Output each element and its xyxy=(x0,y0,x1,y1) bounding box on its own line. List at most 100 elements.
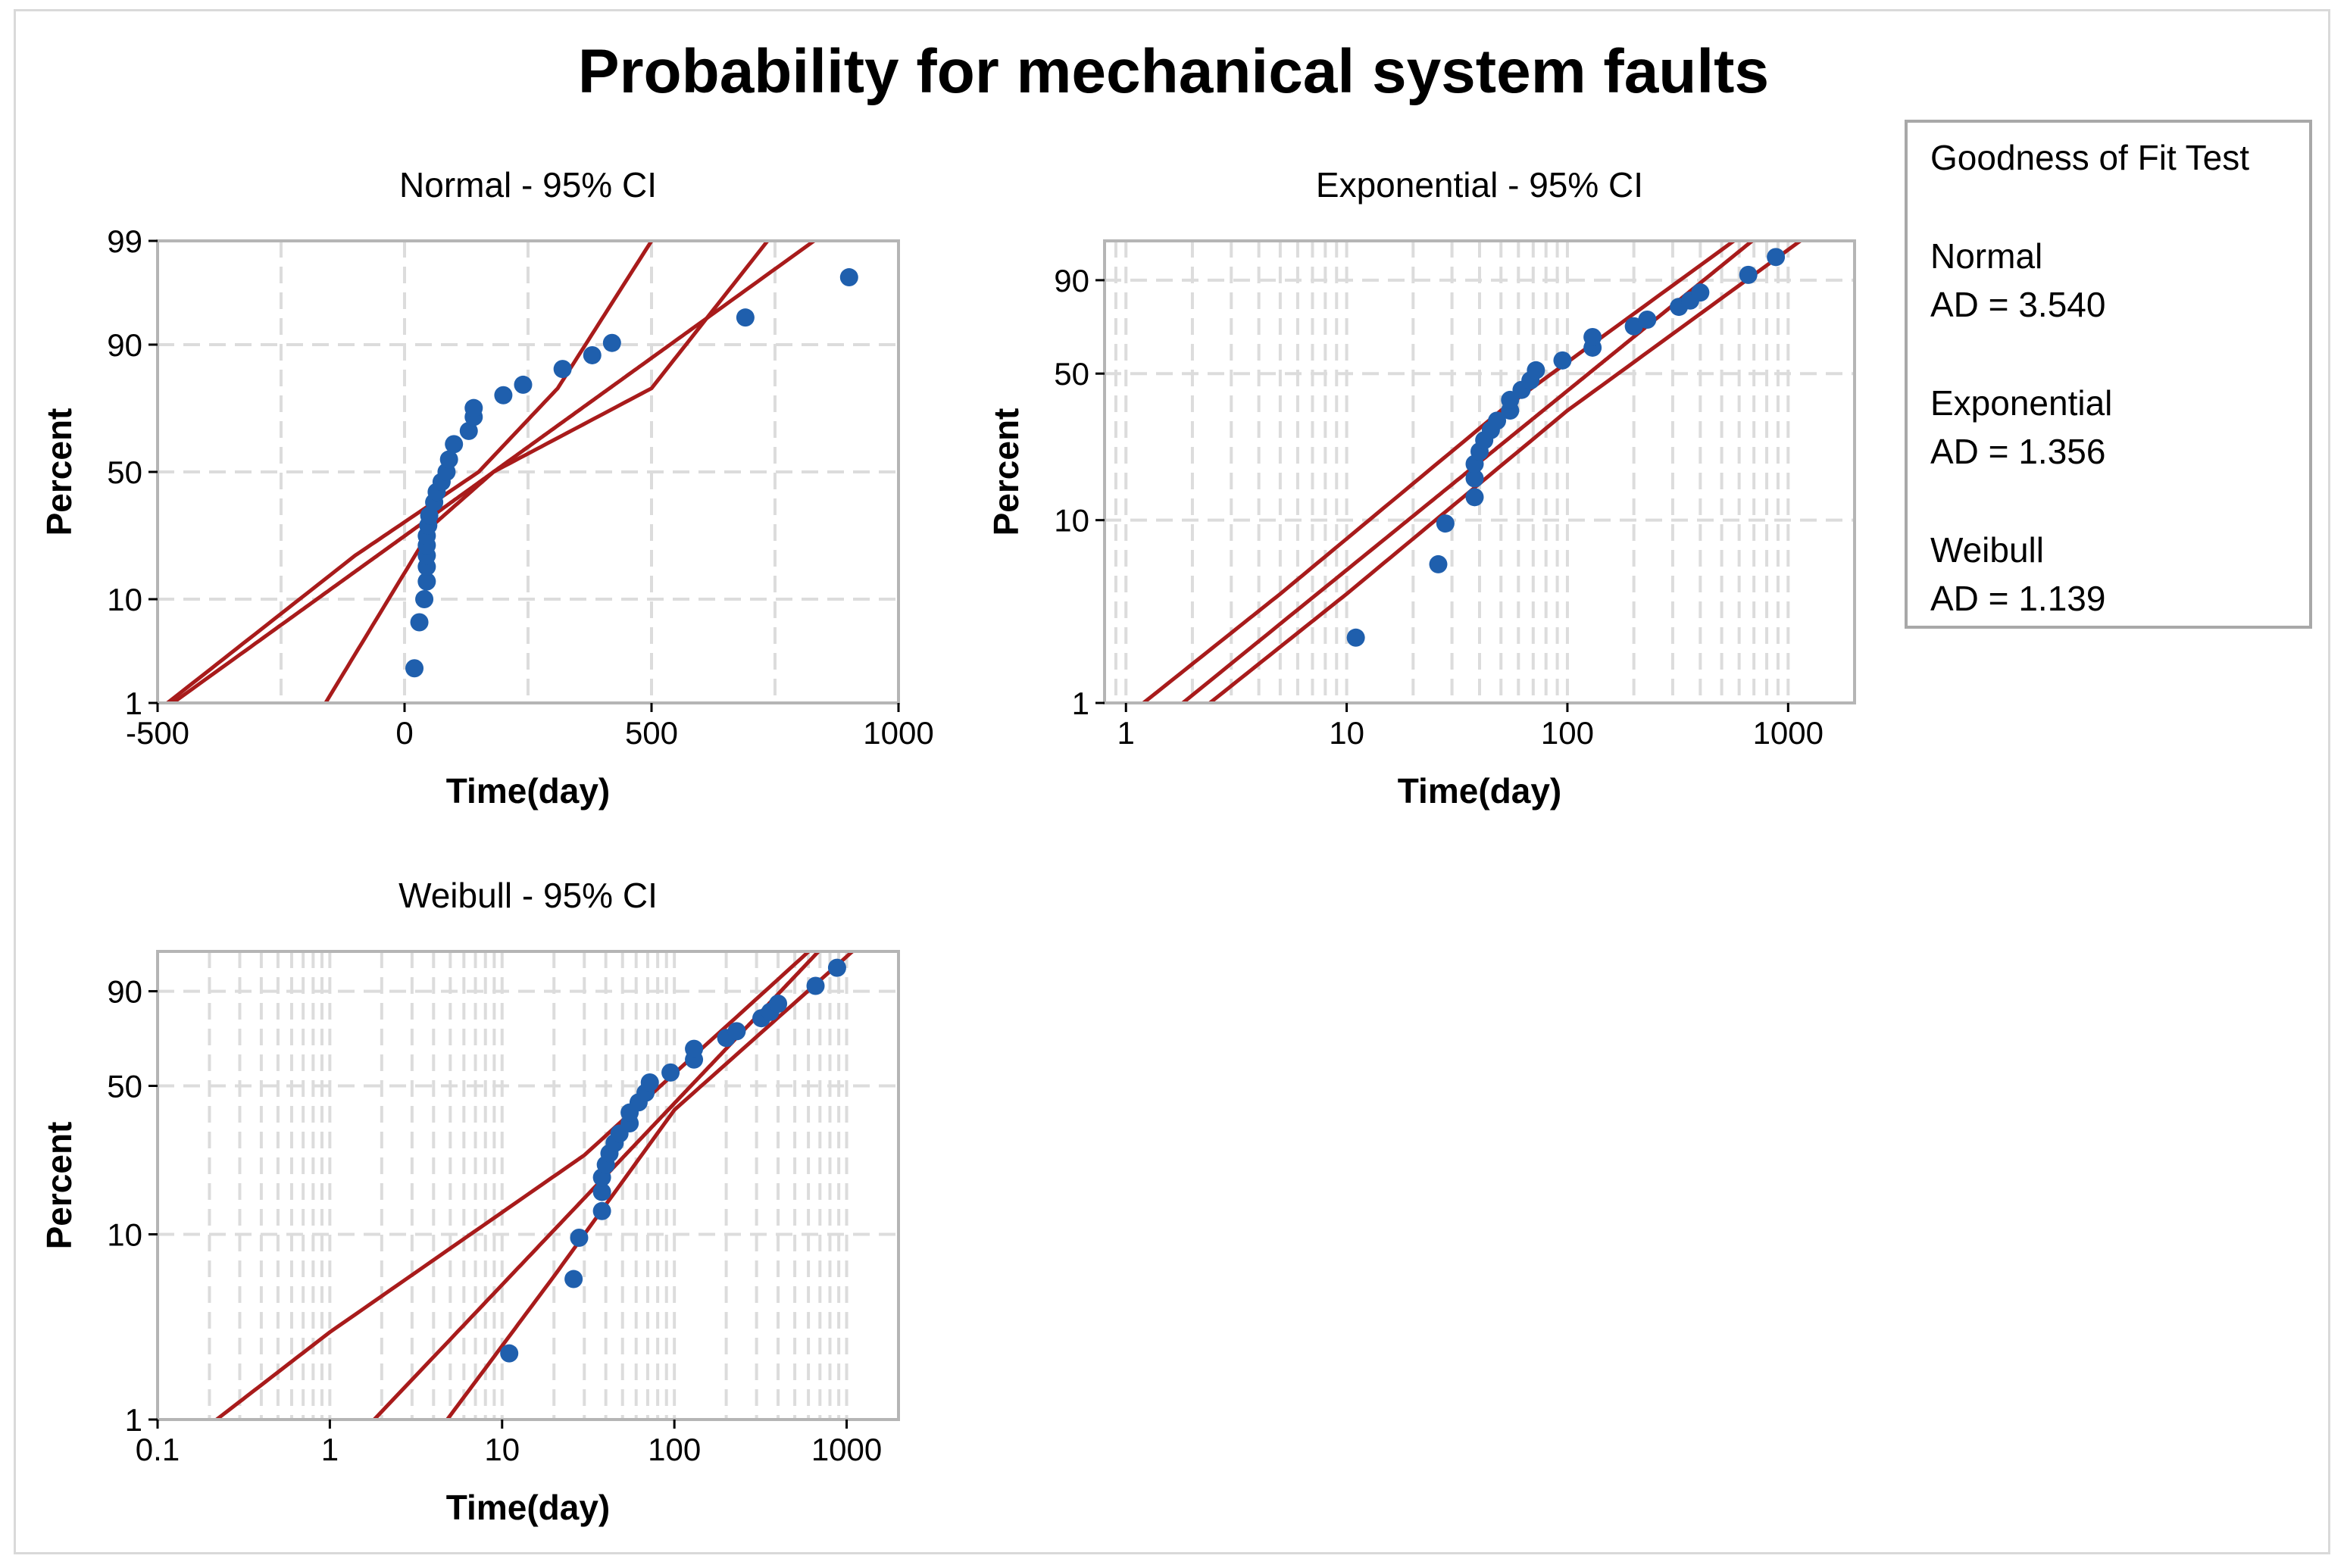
data-point xyxy=(464,398,483,417)
data-point xyxy=(1767,248,1786,267)
x-tick-label: 1 xyxy=(1117,715,1135,751)
data-point xyxy=(570,1228,589,1247)
data-point xyxy=(736,308,755,327)
data-point xyxy=(827,958,846,977)
legend-exponential-name: Exponential xyxy=(1930,383,2113,423)
data-point xyxy=(1691,283,1710,302)
data-point xyxy=(445,435,464,454)
data-point xyxy=(405,659,424,678)
data-point xyxy=(583,345,602,364)
data-point xyxy=(514,375,533,394)
x-axis-label: Time(day) xyxy=(446,771,610,811)
subplot-title: Weibull - 95% CI xyxy=(398,876,658,915)
ci-lower-line xyxy=(1208,241,1804,703)
y-axis-label: Percent xyxy=(39,408,79,536)
y-axis-label: Percent xyxy=(986,408,1026,536)
data-point xyxy=(806,976,825,995)
x-axis-label: Time(day) xyxy=(446,1488,610,1527)
y-tick-label: 90 xyxy=(107,974,142,1010)
y-tick-label: 50 xyxy=(1054,356,1089,392)
x-tick-label: 10 xyxy=(1329,715,1364,751)
y-tick-label: 50 xyxy=(107,454,142,490)
legend-weibull-name: Weibull xyxy=(1930,530,2044,570)
plot-inner xyxy=(1142,241,1804,703)
plot-frame xyxy=(156,950,900,1421)
legend-weibull-stat: AD = 1.139 xyxy=(1930,579,2106,618)
y-tick-label: 1 xyxy=(125,1402,142,1438)
data-point xyxy=(415,590,434,609)
x-tick-label: 1000 xyxy=(1753,715,1824,751)
y-tick-label: 50 xyxy=(107,1068,142,1104)
data-point xyxy=(727,1022,746,1041)
data-point xyxy=(1624,317,1643,336)
data-point xyxy=(1638,311,1657,330)
data-point xyxy=(661,1063,680,1082)
data-point xyxy=(1465,469,1484,488)
data-point xyxy=(500,1344,519,1363)
data-point xyxy=(592,1201,611,1220)
data-point xyxy=(494,386,513,404)
data-point xyxy=(592,1182,611,1201)
x-tick-label: 1000 xyxy=(811,1432,882,1467)
subplot-title: Normal - 95% CI xyxy=(399,165,657,205)
ci-upper-line xyxy=(1142,241,1737,703)
data-point xyxy=(1488,411,1507,430)
ci-lower-line xyxy=(323,241,770,703)
plot-inner xyxy=(166,241,817,703)
fit-line xyxy=(169,241,817,703)
legend-title: Goodness of Fit Test xyxy=(1930,138,2250,177)
y-tick-label: 10 xyxy=(107,582,142,617)
ci-upper-line xyxy=(215,951,812,1420)
y-tick-label: 10 xyxy=(1054,503,1089,539)
data-point xyxy=(553,360,572,379)
legend-normal-name: Normal xyxy=(1930,236,2043,276)
data-point xyxy=(1527,361,1545,380)
data-point xyxy=(417,572,436,591)
data-point xyxy=(640,1073,659,1092)
goodness-of-fit-legend: Goodness of Fit Test Normal AD = 3.540 E… xyxy=(1905,120,2312,629)
x-axis-label: Time(day) xyxy=(1398,771,1561,811)
data-point xyxy=(564,1270,583,1288)
data-point xyxy=(439,450,458,469)
data-point xyxy=(1583,327,1602,346)
data-point xyxy=(602,333,621,352)
page-title: Probability for mechanical system faults xyxy=(577,37,1770,106)
plot-frame xyxy=(1103,239,1856,704)
data-point xyxy=(1429,554,1448,573)
x-tick-label: 0.1 xyxy=(136,1432,180,1467)
x-tick-label: 1000 xyxy=(863,715,933,751)
data-point xyxy=(1346,628,1365,647)
x-tick-label: 0 xyxy=(395,715,413,751)
ci-upper-line xyxy=(166,241,654,703)
y-tick-label: 1 xyxy=(1072,686,1089,721)
y-tick-label: 1 xyxy=(125,686,142,721)
data-point xyxy=(410,613,429,632)
data-point xyxy=(459,421,478,440)
x-tick-label: 500 xyxy=(625,715,678,751)
subplot-title: Exponential - 95% CI xyxy=(1316,165,1643,205)
y-axis-label: Percent xyxy=(39,1122,79,1250)
y-tick-label: 90 xyxy=(1054,263,1089,298)
legend-exponential-stat: AD = 1.356 xyxy=(1930,432,2106,471)
data-point xyxy=(1553,351,1572,370)
y-tick-label: 99 xyxy=(107,223,142,259)
plot-exponential: 1 10 100 1000 1 10 50 90 Exponential - 95% CI Tim… xyxy=(986,165,1856,811)
data-point xyxy=(1436,514,1455,533)
data-point xyxy=(769,995,788,1014)
legend-normal-stat: AD = 3.540 xyxy=(1930,285,2106,324)
y-tick-label: 90 xyxy=(107,327,142,363)
x-tick-label: -500 xyxy=(126,715,189,751)
plot-normal: -500 0 500 1000 1 10 50 90 99 Normal - 95% CI Time… xyxy=(39,165,934,811)
data-point xyxy=(1465,488,1484,507)
ci-lower-line xyxy=(445,951,856,1420)
data-point xyxy=(1739,265,1758,284)
x-tick-label: 1 xyxy=(321,1432,339,1467)
x-tick-label: 10 xyxy=(484,1432,520,1467)
x-tick-label: 100 xyxy=(648,1432,701,1467)
x-tick-label: 100 xyxy=(1541,715,1594,751)
data-point xyxy=(839,268,858,287)
data-point xyxy=(685,1039,704,1058)
y-tick-label: 10 xyxy=(107,1217,142,1253)
